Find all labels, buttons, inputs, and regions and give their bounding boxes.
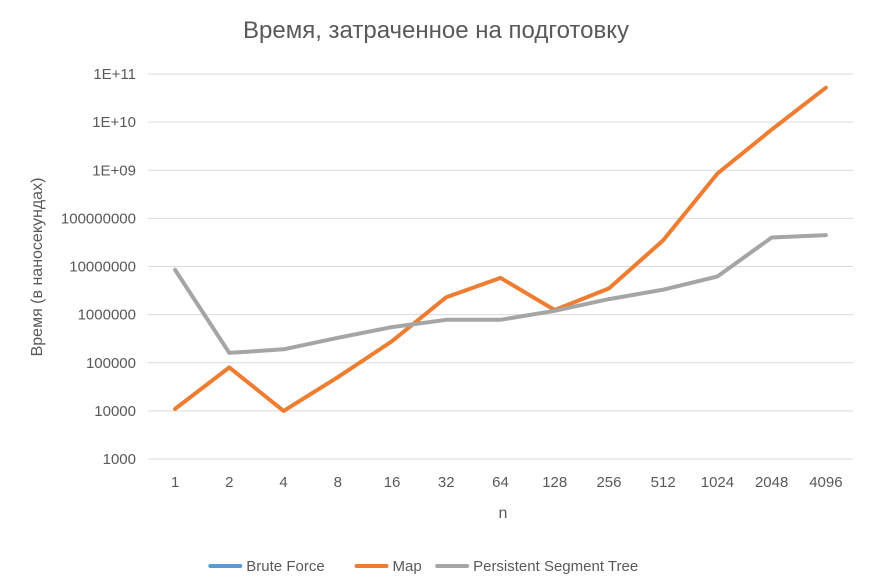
x-tick-label: 4096 bbox=[809, 474, 842, 491]
legend-label: Map bbox=[393, 558, 422, 575]
y-axis-title: Время (в наносекундах) bbox=[29, 178, 46, 357]
x-tick-label: 32 bbox=[438, 474, 455, 491]
x-tick-label: 8 bbox=[334, 474, 342, 491]
y-tick-label: 10000000 bbox=[69, 259, 136, 276]
legend-item-persistent-segment-tree: Persistent Segment Tree bbox=[435, 558, 638, 575]
y-axis-ticks: 1000 10000 100000 1000000 10000000 100000000 1… bbox=[61, 66, 136, 468]
x-tick-label: 1 bbox=[171, 474, 179, 491]
y-tick-label: 100000000 bbox=[61, 210, 136, 227]
legend-item-map: Map bbox=[354, 558, 422, 575]
chart-title: Время, затраченное на подготовку bbox=[243, 17, 629, 44]
x-axis-ticks: 1 2 4 8 16 32 64 128 256 512 1024 2048 4096 bbox=[171, 474, 843, 491]
legend-item-brute-force: Brute Force bbox=[208, 558, 325, 575]
series-line-persistent-segment-tree bbox=[173, 233, 828, 355]
legend-label: Brute Force bbox=[246, 558, 324, 575]
y-tick-label: 1E+09 bbox=[92, 162, 136, 179]
x-tick-label: 512 bbox=[651, 474, 676, 491]
gridlines bbox=[148, 73, 853, 460]
legend: Brute Force Map Persistent Segment Tree bbox=[208, 558, 638, 575]
x-tick-label: 4 bbox=[279, 474, 287, 491]
x-tick-label: 1024 bbox=[701, 474, 734, 491]
y-tick-label: 1E+10 bbox=[92, 114, 136, 131]
y-tick-label: 1000000 bbox=[78, 307, 136, 324]
y-tick-label: 10000 bbox=[94, 403, 136, 420]
x-tick-label: 64 bbox=[492, 474, 509, 491]
series-line-map bbox=[173, 85, 828, 413]
y-tick-label: 1000 bbox=[103, 451, 136, 468]
x-tick-label: 16 bbox=[384, 474, 401, 491]
x-tick-label: 128 bbox=[542, 474, 567, 491]
x-tick-label: 2048 bbox=[755, 474, 788, 491]
legend-label: Persistent Segment Tree bbox=[473, 558, 638, 575]
y-tick-label: 100000 bbox=[86, 355, 136, 372]
x-axis-title: n bbox=[499, 505, 508, 522]
x-tick-label: 2 bbox=[225, 474, 233, 491]
y-tick-label: 1E+11 bbox=[93, 66, 136, 83]
x-tick-label: 256 bbox=[596, 474, 621, 491]
series-lines bbox=[173, 85, 828, 413]
